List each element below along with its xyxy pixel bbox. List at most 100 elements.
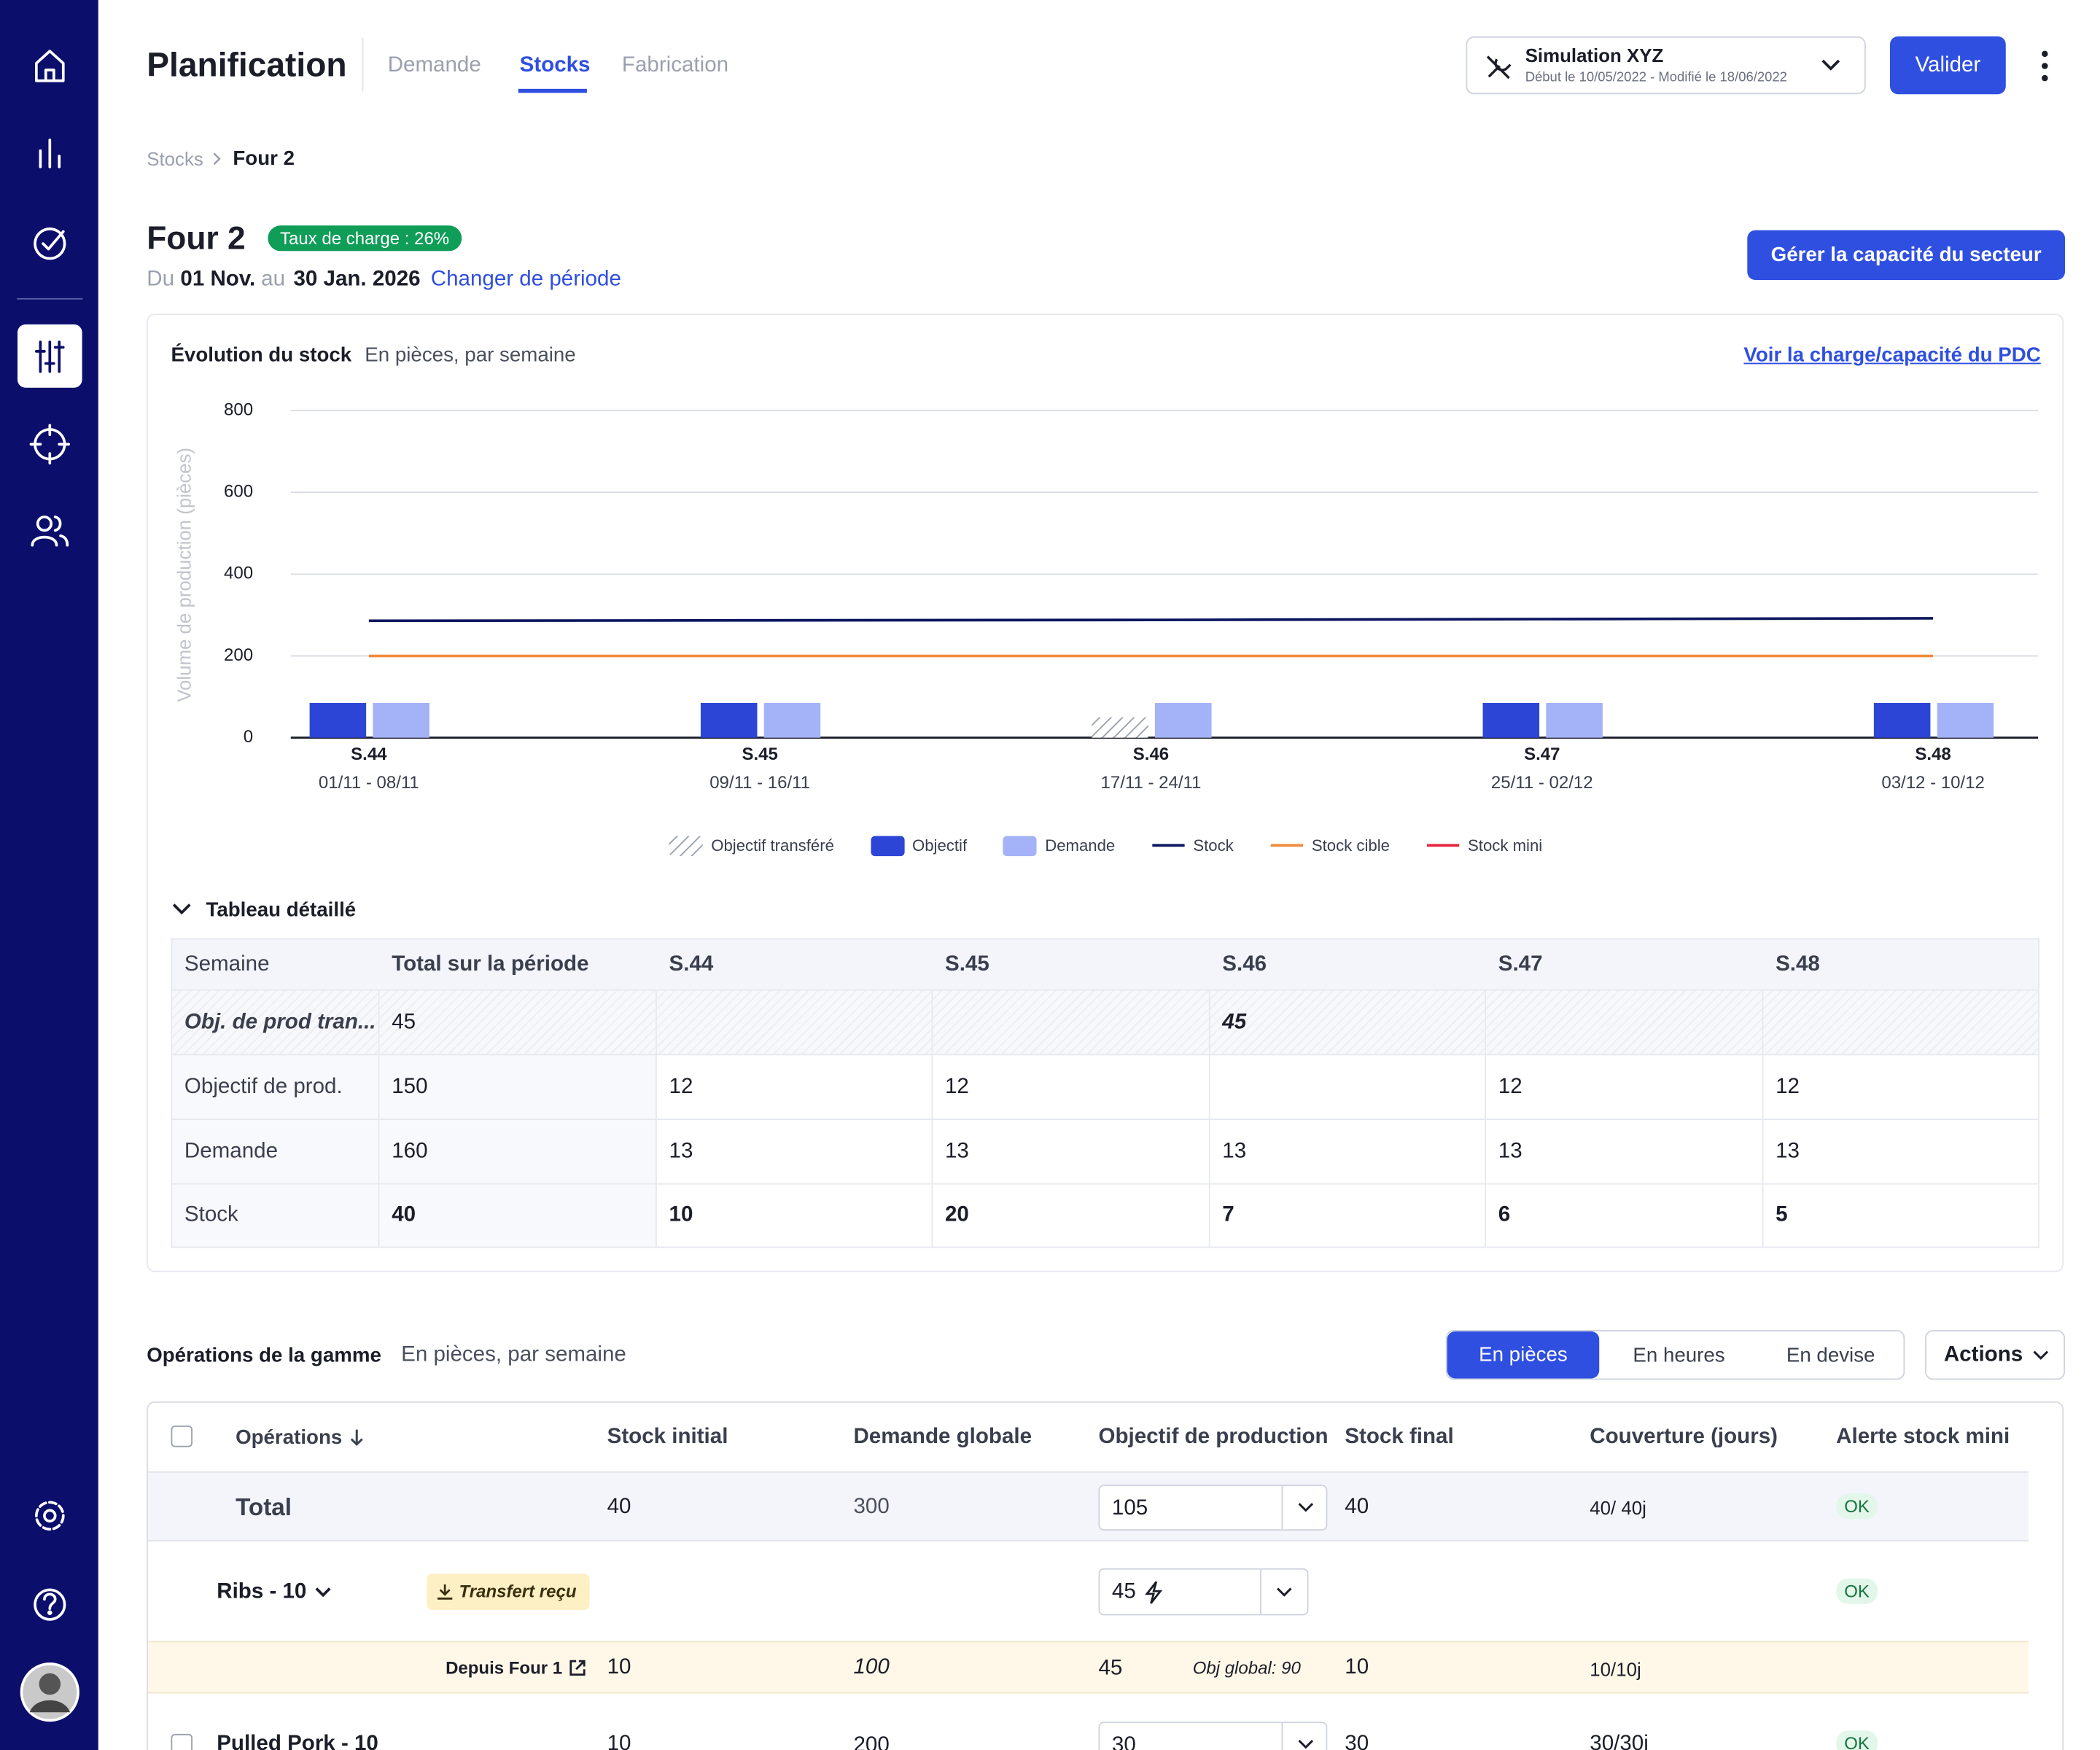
capacity-button[interactable]: Gérer la capacité du secteur <box>1747 230 2066 281</box>
validate-button[interactable]: Valider <box>1890 36 2006 95</box>
chevron <box>1298 1740 1314 1749</box>
cell: 40/ 40j <box>1590 1496 1646 1519</box>
bar <box>309 703 367 738</box>
unit-option[interactable]: En devise <box>1786 1344 1875 1367</box>
legend-label: Stock <box>1193 836 1234 855</box>
table-cell <box>933 990 1210 1056</box>
bar <box>373 703 429 738</box>
table-cell: 13 <box>1763 1120 2039 1185</box>
x-date-label: 25/11 - 02/12 <box>1491 773 1593 793</box>
unit-option[interactable]: En heures <box>1633 1344 1725 1367</box>
table-cell: 13 <box>656 1120 933 1185</box>
table-cell: 13 <box>1210 1120 1487 1185</box>
tab[interactable]: Fabrication <box>621 53 729 77</box>
table-cell: 12 <box>1486 1055 1764 1121</box>
help-icon[interactable] <box>34 1588 66 1621</box>
objective-input[interactable]: 45 <box>1098 1568 1309 1616</box>
cell: 30/30j <box>1590 1732 1649 1750</box>
tab-active[interactable]: Stocks <box>519 53 591 77</box>
legend-swatch <box>1427 844 1460 847</box>
legend-item: Demande <box>1002 832 1115 859</box>
source-name[interactable]: Depuis Four 1 <box>446 1657 563 1679</box>
table-cell: 150 <box>379 1055 657 1121</box>
operations-subtitle: En pièces, par semaine <box>401 1343 626 1366</box>
target-icon[interactable] <box>29 424 71 464</box>
stock-chart: Volume de production (pièces) 0 200 400 600 8… <box>175 400 2039 793</box>
row-name[interactable]: Ribs - 10 <box>217 1580 307 1603</box>
line <box>368 617 1934 623</box>
swatch <box>1003 836 1038 857</box>
column-header: Demande globale <box>853 1426 1032 1449</box>
pdc-link[interactable]: Voir la charge/capacité du PDC <box>1743 343 2041 368</box>
cell: 10 <box>607 1732 631 1750</box>
table-cell: 12 <box>1763 1055 2039 1121</box>
x-tick-label: S.47 <box>1524 744 1560 764</box>
chevron <box>1276 1587 1292 1597</box>
checkbox[interactable] <box>171 1426 193 1447</box>
ok-badge: OK <box>1836 1578 1878 1604</box>
breadcrumb-link[interactable]: Stocks <box>147 148 203 170</box>
legend-label: Stock cible <box>1311 836 1390 855</box>
more-menu[interactable] <box>2035 48 2054 83</box>
swatch <box>669 836 704 857</box>
users-icon[interactable] <box>31 516 69 547</box>
y-tick-label: 0 <box>244 727 253 747</box>
chart-icon[interactable] <box>39 139 61 168</box>
legend-label: Objectif transféré <box>711 836 834 855</box>
transfer-badge: Transfert reçu <box>427 1574 590 1611</box>
bar <box>1482 703 1540 738</box>
total-row <box>148 1471 2029 1541</box>
bar <box>700 703 758 738</box>
gear-icon[interactable] <box>35 1501 65 1531</box>
external-link-icon[interactable] <box>568 1658 587 1677</box>
table-cell: 12 <box>656 1055 933 1121</box>
avatar[interactable] <box>20 1662 79 1722</box>
legend-item: Stock cible <box>1269 832 1390 859</box>
expand-chevron[interactable] <box>314 1586 332 1599</box>
swatch <box>870 836 904 857</box>
sort-icon[interactable] <box>349 1428 365 1447</box>
actions-button[interactable]: Actions <box>1925 1330 2066 1380</box>
detail-title[interactable]: Tableau détaillé <box>206 898 357 922</box>
chevron <box>1298 1503 1314 1512</box>
row-label: Objectif de prod. <box>171 1055 380 1121</box>
home-icon[interactable] <box>35 50 65 82</box>
y-axis-label: Volume de production (pièces) <box>175 448 195 702</box>
row-label: Demande <box>171 1120 380 1185</box>
load-badge: Taux de charge : 26% <box>268 225 462 252</box>
global-objective: Obj global: 90 <box>1192 1657 1301 1679</box>
unit-option-active[interactable]: En pièces <box>1447 1331 1600 1379</box>
legend-swatch <box>870 836 904 857</box>
y-tick-label: 800 <box>224 400 253 419</box>
column-header[interactable]: Opérations <box>236 1426 343 1450</box>
simulation-select[interactable]: Simulation XYZ Début le 10/05/2022 - Mod… <box>1466 36 1866 95</box>
cell: 10 <box>1345 1655 1369 1679</box>
period-from: Du <box>147 268 174 291</box>
table-cell: 45 <box>1210 990 1487 1056</box>
divider <box>1260 1569 1261 1614</box>
objective-input[interactable]: 30 <box>1098 1722 1328 1750</box>
column-header: Objectif de production <box>1098 1426 1329 1449</box>
objective-input[interactable]: 105 <box>1098 1485 1328 1531</box>
chevron <box>2033 1350 2049 1360</box>
column-header: Alerte stock mini <box>1836 1426 2010 1449</box>
check-icon[interactable] <box>34 228 66 260</box>
column-header: Couverture (jours) <box>1590 1426 1778 1449</box>
table-header-cell: S.48 <box>1763 938 2039 991</box>
tab[interactable]: Demande <box>387 53 481 77</box>
row-name: Total <box>236 1493 292 1521</box>
bar <box>763 703 821 738</box>
change-period-link[interactable]: Changer de période <box>430 268 621 291</box>
bar <box>1092 717 1148 738</box>
table-header-cell: S.46 <box>1210 938 1487 991</box>
unit-toggle <box>1445 1330 1905 1380</box>
source-row <box>148 1641 2029 1694</box>
table-cell: 160 <box>379 1120 657 1185</box>
table-cell: 13 <box>1486 1120 1764 1185</box>
collapse-chevron[interactable] <box>171 901 192 917</box>
table-cell <box>1486 990 1764 1056</box>
table-cell <box>656 990 933 1056</box>
checkbox[interactable] <box>171 1733 193 1750</box>
chart-card <box>147 314 2064 1272</box>
table-cell: 6 <box>1486 1184 1764 1248</box>
